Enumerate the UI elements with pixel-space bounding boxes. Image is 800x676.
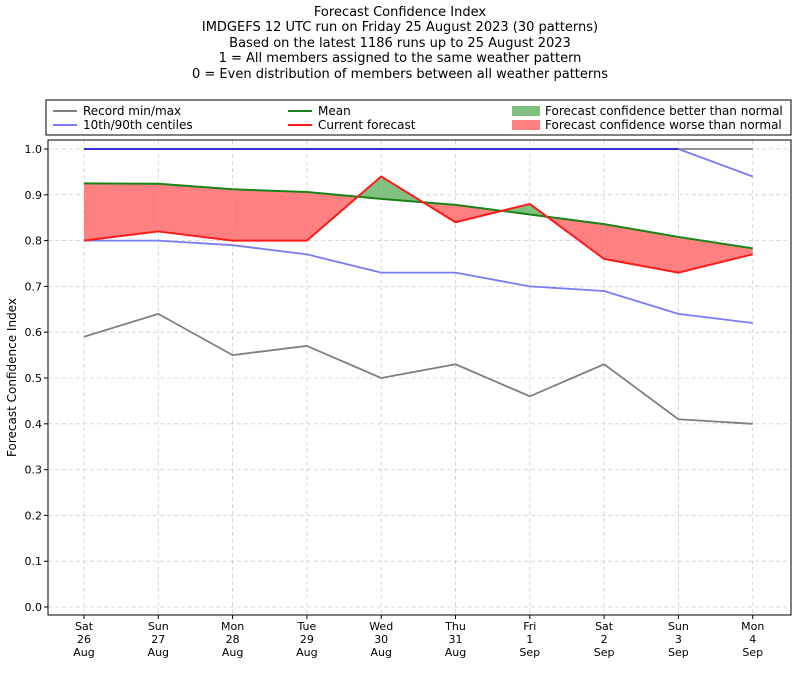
y-tick-label: 0.9 <box>25 189 43 202</box>
y-tick-label: 0.1 <box>25 555 43 568</box>
axes: 0.00.10.20.30.40.50.60.70.80.91.0Sat26Au… <box>5 139 792 659</box>
mean-line <box>83 182 753 250</box>
x-tick-label: Mon <box>221 620 244 633</box>
y-tick-label: 1.0 <box>25 143 43 156</box>
x-tick-label: Aug <box>296 646 317 659</box>
worse-than-normal-area <box>84 183 159 241</box>
x-tick-label: Sep <box>594 646 615 659</box>
x-tick-label: 30 <box>374 633 388 646</box>
plot-frame <box>47 139 792 616</box>
chart-title-block: Forecast Confidence Index IMDGEFS 12 UTC… <box>0 5 800 82</box>
x-tick-label: Sun <box>148 620 169 633</box>
y-tick-label: 0.7 <box>25 280 43 293</box>
x-tick-label: Sep <box>519 646 540 659</box>
worse-than-normal-area <box>455 204 502 223</box>
x-tick-label: 28 <box>226 633 240 646</box>
legend-label: Mean <box>318 104 351 118</box>
x-tick-label: Sun <box>668 620 689 633</box>
x-tick-label: 27 <box>151 633 165 646</box>
x-tick-label: Aug <box>222 646 243 659</box>
x-tick-label: Thu <box>444 620 466 633</box>
chart-subtitle-run: IMDGEFS 12 UTC run on Friday 25 August 2… <box>201 20 599 36</box>
x-tick-label: Aug <box>370 646 391 659</box>
legend-label: Forecast confidence worse than normal <box>545 118 782 132</box>
y-tick-label: 0.2 <box>25 509 43 522</box>
chart-subtitle-scale-min: 0 = Even distribution of members between… <box>191 66 609 82</box>
x-tick-label: Sep <box>742 646 763 659</box>
x-tick-label: Aug <box>445 646 466 659</box>
current-forecast-line <box>83 175 753 274</box>
legend-swatch <box>512 106 540 116</box>
y-axis-label: Forecast Confidence Index <box>5 298 19 457</box>
x-tick-label: Fri <box>523 620 536 633</box>
x-tick-label: 4 <box>749 633 756 646</box>
legend-label: Record min/max <box>83 104 181 118</box>
worse-than-normal-area <box>232 189 307 241</box>
x-tick-label: Sep <box>668 646 689 659</box>
chart-title: Forecast Confidence Index <box>313 5 487 20</box>
y-tick-label: 0.0 <box>25 601 43 614</box>
x-tick-label: 26 <box>77 633 91 646</box>
centile-10th-line <box>84 239 753 324</box>
x-tick-label: 3 <box>675 633 682 646</box>
chart-subtitle-scale-max: 1 = All members assigned to the same wea… <box>218 51 582 67</box>
x-tick-label: 29 <box>300 633 314 646</box>
x-tick-label: 31 <box>449 633 463 646</box>
centile-90th-line-end <box>678 148 754 178</box>
chart-subtitle-basis: Based on the latest 1186 runs up to 25 A… <box>229 35 571 51</box>
x-tick-label: Sat <box>75 620 94 633</box>
record-min-line <box>83 312 753 425</box>
legend-label: 10th/90th centiles <box>83 118 193 132</box>
x-tick-label: 1 <box>526 633 533 646</box>
x-tick-label: Mon <box>741 620 764 633</box>
y-tick-label: 0.5 <box>25 372 43 385</box>
legend-label: Forecast confidence better than normal <box>545 104 783 118</box>
series-lines <box>83 148 754 425</box>
x-tick-label: Wed <box>369 620 393 633</box>
y-tick-label: 0.6 <box>25 326 43 339</box>
x-tick-label: 2 <box>601 633 608 646</box>
legend-box <box>45 99 792 136</box>
y-tick-label: 0.3 <box>25 464 43 477</box>
x-tick-label: Aug <box>73 646 94 659</box>
x-tick-label: Tue <box>297 620 317 633</box>
confidence-fills <box>84 176 753 273</box>
worse-than-normal-area <box>604 224 679 273</box>
y-tick-label: 0.8 <box>25 235 43 248</box>
x-tick-label: Sat <box>595 620 614 633</box>
x-tick-label: Aug <box>148 646 169 659</box>
legend-swatch <box>512 120 540 130</box>
y-tick-label: 0.4 <box>25 418 43 431</box>
legend-label: Current forecast <box>318 118 416 132</box>
worse-than-normal-area <box>158 183 233 241</box>
